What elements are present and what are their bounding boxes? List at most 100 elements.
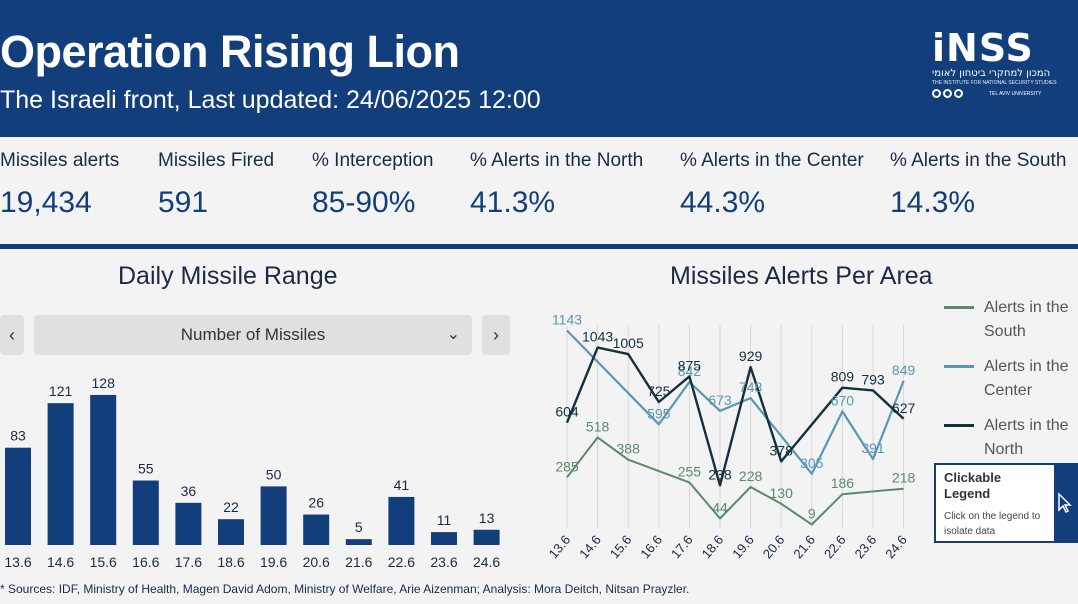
section-divider xyxy=(0,244,1078,249)
bar-17.6[interactable] xyxy=(175,502,202,545)
data-label-south: 285 xyxy=(555,458,579,474)
x-tick-label: 20.6 xyxy=(303,554,330,570)
bar-value-label: 26 xyxy=(308,495,324,511)
bar-value-label: 22 xyxy=(223,499,239,515)
kpi-value: 44.3% xyxy=(680,186,766,219)
x-tick-label: 22.6 xyxy=(821,532,849,561)
series-line-center[interactable] xyxy=(566,329,905,475)
legend-swatch-south xyxy=(944,306,974,309)
line-chart: 13.6 14.6 15.6 16.6 17.6 18.6 19.6 20.6 21.6 22.6… xyxy=(546,315,916,561)
data-label-north: 875 xyxy=(678,357,702,373)
bar-13.6[interactable] xyxy=(5,447,31,545)
logo-hebrew: המכון למחקרי ביטחון לאומי xyxy=(932,68,1051,79)
bar-chart: 83 13.6 121 14.6 128 15.6 55 16.6 36 17.6 22 18.6 50… xyxy=(4,375,500,570)
legend-item-north[interactable]: Alerts in the North xyxy=(944,414,1078,462)
bar-16.6[interactable] xyxy=(132,480,159,545)
kpi-label: % Alerts in the South xyxy=(890,150,1067,171)
data-label-north: 627 xyxy=(892,400,916,416)
logo-english: THE INSTITUTE FOR NATIONAL SECURITY STUD… xyxy=(932,80,1057,86)
bar-24.6[interactable] xyxy=(473,529,500,545)
data-label-north: 1043 xyxy=(582,329,613,345)
data-label-south: 44 xyxy=(712,499,728,515)
x-tick-label: 21.6 xyxy=(345,554,372,570)
bar-value-label: 50 xyxy=(266,466,282,482)
legend-item-south[interactable]: Alerts in the South xyxy=(944,296,1078,344)
x-tick-label: 14.6 xyxy=(576,532,604,561)
dropdown-value: Number of Missiles xyxy=(180,325,326,344)
x-tick-label: 21.6 xyxy=(790,532,818,561)
kpi-value: 591 xyxy=(158,186,209,219)
x-tick-label: 17.6 xyxy=(175,554,202,570)
cursor-icon xyxy=(1054,465,1076,541)
x-tick-label: 23.6 xyxy=(430,554,457,570)
kpi-label: % Alerts in the Center xyxy=(680,150,864,171)
bar-18.6[interactable] xyxy=(218,519,244,545)
data-label-center: 1143 xyxy=(552,315,582,328)
hint-description: Click on the legend to isolate data xyxy=(944,511,1041,537)
bar-21.6[interactable] xyxy=(345,539,372,545)
bar-20.6[interactable] xyxy=(303,514,330,545)
data-label-center: 595 xyxy=(647,405,671,421)
series-line-north[interactable] xyxy=(565,346,905,487)
bar-22.6[interactable] xyxy=(388,496,415,545)
data-label-center: 673 xyxy=(708,392,732,408)
bar-value-label: 36 xyxy=(181,483,197,499)
page-subtitle: The Israeli front, Last updated: 24/06/2… xyxy=(0,86,541,114)
bar-value-label: 5 xyxy=(355,519,363,535)
prev-button[interactable]: ‹ xyxy=(0,315,24,355)
chevron-right-icon: › xyxy=(493,324,499,345)
kpi-alerts-center: % Alerts in the Center 44.3% xyxy=(680,150,864,220)
data-label-north: 604 xyxy=(555,404,579,420)
bar-15.6[interactable] xyxy=(90,394,117,545)
inss-logo: iNSS המכון למחקרי ביטחון לאומי THE INSTI… xyxy=(932,28,1072,114)
bar-value-label: 55 xyxy=(138,461,154,477)
bar-23.6[interactable] xyxy=(431,532,457,545)
chevron-left-icon: ‹ xyxy=(9,324,15,345)
data-label-north: 809 xyxy=(831,369,855,385)
kpi-label: Missiles Fired xyxy=(158,150,275,171)
metric-dropdown[interactable]: Number of Missiles ⌄ xyxy=(34,315,472,355)
bar-value-label: 128 xyxy=(92,375,116,391)
kpi-value: 85-90% xyxy=(312,186,416,219)
logo-circles-icon xyxy=(932,89,963,98)
data-label-center: 748 xyxy=(739,379,763,395)
kpi-value: 19,434 xyxy=(0,186,92,219)
series-line-south[interactable] xyxy=(566,436,904,526)
bar-value-label: 83 xyxy=(10,428,26,444)
kpi-alerts-north: % Alerts in the North 41.3% xyxy=(470,150,643,220)
x-tick-label: 24.6 xyxy=(473,554,500,570)
kpi-label: Missiles alerts xyxy=(0,150,120,171)
hint-title: Clickable Legend xyxy=(944,470,1002,501)
data-label-north: 378 xyxy=(770,442,794,458)
data-label-center: 670 xyxy=(831,392,855,408)
data-label-north: 238 xyxy=(708,466,732,482)
x-tick-label: 22.6 xyxy=(388,554,415,570)
kpi-alerts-south: % Alerts in the South 14.3% xyxy=(890,150,1078,220)
next-button[interactable]: › xyxy=(482,315,510,355)
data-label-south: 9 xyxy=(808,505,816,521)
data-label-center: 391 xyxy=(861,440,885,456)
legend-item-center[interactable]: Alerts in the Center xyxy=(944,355,1078,403)
data-label-south: 388 xyxy=(617,441,641,457)
x-tick-label: 18.6 xyxy=(699,532,727,561)
legend-label-north: Alerts in the North xyxy=(984,417,1069,458)
logo-wordmark: iNSS xyxy=(932,26,1034,70)
x-tick-label: 16.6 xyxy=(637,532,665,561)
kpi-label: % Interception xyxy=(312,150,434,171)
clickable-legend-hint: Clickable Legend Click on the legend to … xyxy=(934,463,1078,543)
x-tick-label: 15.6 xyxy=(607,532,635,561)
x-tick-label: 20.6 xyxy=(760,532,788,561)
header-banner: Operation Rising Lion The Israeli front,… xyxy=(0,0,1078,137)
bar-19.6[interactable] xyxy=(260,486,287,545)
kpi-missile-alerts: Missiles alerts 19,434 xyxy=(0,150,119,220)
x-tick-label: 24.6 xyxy=(882,532,910,561)
data-label-south: 130 xyxy=(770,485,794,501)
x-tick-label: 15.6 xyxy=(90,554,117,570)
chevron-down-icon: ⌄ xyxy=(446,326,460,343)
legend-label-center: Alerts in the Center xyxy=(984,358,1069,399)
data-label-center: 849 xyxy=(892,362,916,378)
legend-label-south: Alerts in the South xyxy=(984,299,1069,340)
sources-footnote: * Sources: IDF, Ministry of Health, Mage… xyxy=(0,582,690,596)
bar-14.6[interactable] xyxy=(47,403,74,545)
data-label-south: 186 xyxy=(831,475,855,491)
